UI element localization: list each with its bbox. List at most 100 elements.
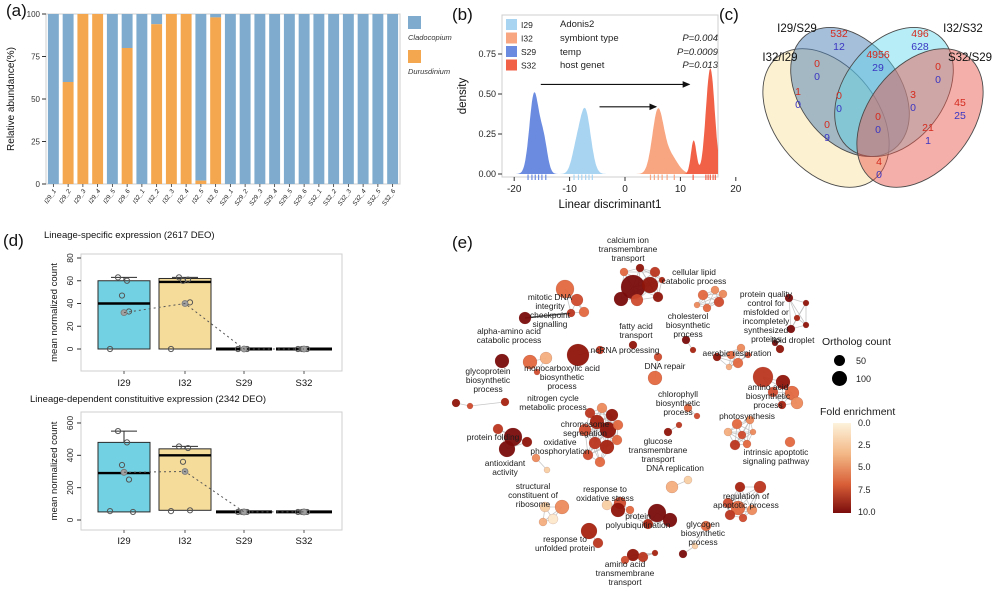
density-plot: 0.00 0.25 0.50 0.75 -20 -10 0 10 20 Linear discri… <box>457 14 742 211</box>
adonis-row: host genet P=0.013 <box>560 60 718 71</box>
go-node <box>592 537 604 549</box>
bar-clado-I29_2 <box>62 14 74 82</box>
venn-count-up: 0 <box>814 58 820 70</box>
svg-text:Relative abundance(%): Relative abundance(%) <box>6 47 17 151</box>
panel-e-go-network: Ortholog count 50 100 Fold enrichment ca… <box>440 230 1000 591</box>
go-node <box>596 402 608 414</box>
go-node <box>578 306 590 318</box>
bar-clado-I29_5 <box>106 14 118 184</box>
go-node <box>722 497 734 509</box>
data-point <box>167 508 175 515</box>
fold-enrichment-tick: 0.0 <box>858 418 871 428</box>
go-node <box>652 291 664 303</box>
go-node <box>734 481 746 493</box>
go-node <box>689 346 697 354</box>
go-node <box>736 343 746 353</box>
venn-count-down: 0 <box>935 74 941 86</box>
mean-point <box>120 309 128 316</box>
go-node <box>790 396 804 410</box>
go-node <box>700 520 712 532</box>
data-point <box>123 439 131 446</box>
svg-text:density: density <box>457 78 469 115</box>
svg-text:S29: S29 <box>236 536 253 547</box>
svg-text:I32: I32 <box>178 536 191 547</box>
svg-text:I29_2: I29_2 <box>58 188 73 205</box>
svg-text:S32_4: S32_4 <box>351 188 368 208</box>
svg-text:200: 200 <box>65 480 75 494</box>
svg-text:I32_3: I32_3 <box>161 188 176 205</box>
legend-swatch-S32 <box>506 59 517 71</box>
go-node <box>753 480 767 494</box>
go-node <box>578 423 592 437</box>
bar-duru-I29_6 <box>121 48 133 184</box>
bar-duru-I32_3 <box>165 14 177 184</box>
go-node <box>737 430 747 440</box>
data-point <box>234 508 242 516</box>
venn-count-up: 45 <box>954 97 966 109</box>
venn-count-up: 1 <box>795 86 801 98</box>
bar-clado-S29_6 <box>298 14 310 184</box>
bar-clado-S32_4 <box>357 14 369 184</box>
venn-count-up: 0 <box>875 111 881 123</box>
go-node <box>693 301 701 309</box>
panel-b-density-plot: Adonis2 symbiont type P=0.004 temp P=0.0009… <box>440 0 750 228</box>
fold-enrichment-legend-title: Fold enrichment <box>820 406 896 418</box>
go-node <box>611 434 623 446</box>
svg-text:S32_5: S32_5 <box>366 188 383 208</box>
svg-text:S29_2: S29_2 <box>233 188 250 208</box>
svg-text:80: 80 <box>65 253 75 263</box>
go-node <box>691 542 699 550</box>
ortholog-count-legend-title: Ortholog count <box>822 336 891 348</box>
svg-text:I32_4: I32_4 <box>176 188 191 205</box>
svg-text:50: 50 <box>31 95 40 104</box>
data-point <box>129 508 137 516</box>
go-node <box>451 398 461 408</box>
panel-label-a: (a) <box>6 1 27 20</box>
go-node <box>749 428 757 436</box>
svg-text:0.00: 0.00 <box>478 169 496 179</box>
go-node <box>793 314 801 322</box>
bar-clado-S32_5 <box>372 14 384 184</box>
bar-clado-I32_1 <box>136 14 148 184</box>
go-node <box>683 475 693 485</box>
go-node <box>775 374 791 390</box>
go-node <box>678 549 688 559</box>
go-node <box>665 480 679 494</box>
svg-text:I32: I32 <box>178 378 191 389</box>
mean-trend-line <box>123 470 304 513</box>
svg-text:I32_5: I32_5 <box>191 188 206 205</box>
panel-c-venn-diagram: I32/I29 I29/S29 I32/S32 S32/S29 532 12 496 628 4… <box>710 0 1000 212</box>
box-I29 <box>97 441 151 513</box>
adonis-title: Adonis2 <box>560 19 595 30</box>
legend-swatch-S29 <box>506 46 517 57</box>
fold-enrichment-tick: 7.5 <box>858 484 871 495</box>
bar-duru-I29_4 <box>92 14 104 184</box>
go-node <box>744 351 752 359</box>
bar-clado-I29_6 <box>121 14 133 48</box>
go-node <box>620 555 630 565</box>
svg-text:I32: I32 <box>521 34 533 44</box>
venn-count-down: 29 <box>872 62 884 74</box>
adonis-row: temp P=0.0009 <box>560 46 718 58</box>
svg-text:600: 600 <box>65 416 75 430</box>
go-node <box>518 311 532 325</box>
size-label-100: 100 <box>856 374 872 384</box>
go-node <box>802 299 810 307</box>
go-node <box>710 285 720 295</box>
go-node <box>693 412 701 420</box>
go-node <box>731 418 743 430</box>
bar-clado-I32_6 <box>210 14 222 18</box>
go-node <box>663 427 673 437</box>
venn-count-down: 25 <box>954 110 966 122</box>
svg-text:S32/S29: S32/S29 <box>948 52 992 64</box>
venn-count-up: 0 <box>935 61 941 73</box>
venn-count-down: 9 <box>824 132 830 144</box>
svg-text:mean normalized count: mean normalized count <box>49 421 60 520</box>
fold-enrichment-tick: 5.0 <box>858 462 871 473</box>
panel-a-relative-abundance: 0 25 50 75 100 Relative abundance(%) I29_1 I29_… <box>0 0 460 228</box>
go-node <box>555 279 575 299</box>
go-node <box>584 407 596 419</box>
svg-text:S29_4: S29_4 <box>263 188 280 208</box>
go-node <box>637 551 649 563</box>
